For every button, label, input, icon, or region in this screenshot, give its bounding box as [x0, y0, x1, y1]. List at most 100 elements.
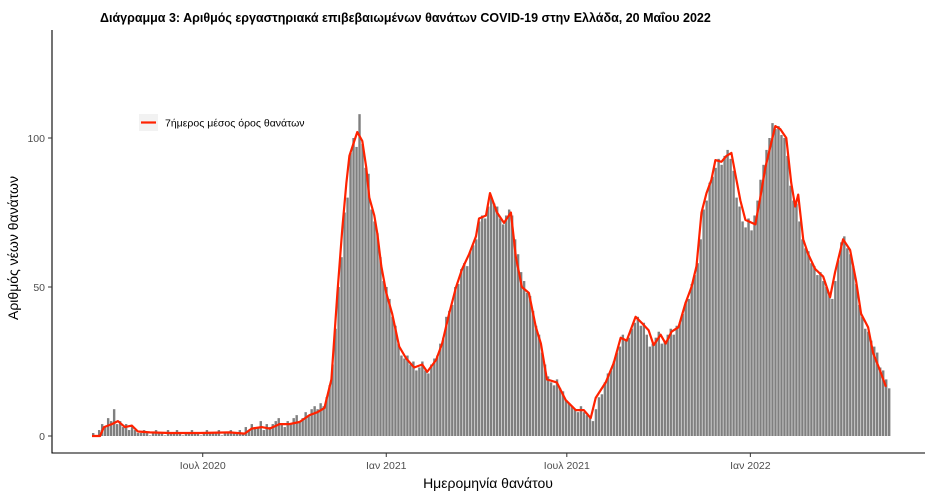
daily-deaths-bar	[475, 239, 478, 436]
daily-deaths-bar	[277, 418, 280, 436]
daily-deaths-bar	[636, 316, 640, 436]
daily-deaths-bar	[498, 218, 502, 436]
daily-deaths-bar	[840, 242, 843, 436]
daily-deaths-bar	[310, 409, 313, 436]
daily-deaths-bar	[801, 239, 804, 436]
daily-deaths-bar	[92, 433, 95, 436]
daily-deaths-bar	[825, 287, 828, 436]
daily-deaths-bar	[301, 418, 304, 436]
daily-deaths-bar	[855, 284, 858, 436]
daily-deaths-bar	[684, 301, 687, 436]
daily-deaths-bar	[280, 424, 283, 436]
daily-deaths-bar	[442, 337, 445, 436]
daily-deaths-bar	[109, 421, 113, 436]
daily-deaths-bar	[226, 433, 230, 436]
daily-deaths-bar	[385, 287, 388, 436]
daily-deaths-bar	[178, 433, 182, 436]
daily-deaths-bar	[358, 114, 361, 436]
daily-deaths-bar	[720, 164, 723, 436]
daily-deaths-bar	[235, 433, 239, 436]
daily-deaths-bar	[654, 337, 657, 436]
daily-deaths-bar	[786, 155, 789, 436]
daily-deaths-bar	[307, 415, 310, 436]
daily-deaths-bar	[349, 152, 352, 436]
daily-deaths-bar	[256, 427, 259, 436]
daily-deaths-bar	[651, 343, 654, 436]
daily-deaths-bar	[298, 421, 301, 436]
daily-deaths-bar	[507, 209, 511, 436]
daily-deaths-bar	[726, 149, 729, 437]
daily-deaths-bar	[262, 430, 265, 436]
daily-deaths-bars	[92, 114, 891, 437]
daily-deaths-bar	[504, 215, 508, 436]
daily-deaths-bar	[879, 367, 882, 436]
daily-deaths-bar	[600, 394, 604, 436]
daily-deaths-bar	[448, 310, 451, 436]
daily-deaths-bar	[370, 209, 373, 436]
daily-deaths-bar	[570, 406, 574, 436]
daily-deaths-bar	[169, 433, 173, 436]
daily-deaths-bar	[606, 373, 610, 436]
daily-deaths-bar	[666, 334, 669, 436]
daily-deaths-bar	[418, 367, 421, 436]
daily-deaths-bar	[810, 263, 813, 436]
daily-deaths-bar	[172, 433, 176, 436]
daily-deaths-bar	[145, 433, 149, 436]
daily-deaths-bar	[247, 430, 251, 436]
daily-deaths-bar	[753, 215, 756, 436]
daily-deaths-bar	[780, 135, 783, 436]
daily-deaths-bar	[870, 340, 873, 436]
daily-deaths-bar	[798, 221, 801, 436]
daily-deaths-bar	[639, 325, 643, 436]
daily-deaths-bar	[816, 275, 819, 436]
daily-deaths-bar	[705, 200, 708, 436]
daily-deaths-bar	[313, 406, 316, 436]
daily-deaths-bar	[564, 400, 568, 436]
daily-deaths-bar	[394, 325, 397, 436]
daily-deaths-bar	[690, 284, 693, 436]
daily-deaths-bar	[528, 295, 532, 436]
daily-deaths-bar	[522, 281, 526, 436]
daily-deaths-bar	[612, 361, 616, 436]
daily-deaths-bar	[274, 421, 277, 436]
daily-deaths-bar	[756, 200, 759, 436]
daily-deaths-bar	[549, 382, 553, 436]
daily-deaths-bar	[834, 281, 837, 436]
y-tick-label: 50	[33, 282, 45, 294]
daily-deaths-bar	[864, 328, 867, 436]
daily-deaths-bar	[534, 325, 538, 436]
daily-deaths-bar	[717, 158, 720, 437]
daily-deaths-bar	[322, 406, 325, 436]
daily-deaths-bar	[139, 433, 143, 436]
daily-deaths-bar	[352, 138, 355, 436]
daily-deaths-bar	[130, 427, 134, 436]
daily-deaths-bar	[540, 352, 544, 436]
daily-deaths-bar	[795, 203, 798, 436]
daily-deaths-bar	[121, 427, 125, 436]
daily-deaths-bar	[148, 435, 152, 436]
daily-deaths-bar	[376, 233, 379, 436]
daily-deaths-bar	[579, 406, 583, 436]
daily-deaths-bar	[669, 328, 672, 436]
daily-deaths-bar	[663, 340, 666, 436]
daily-deaths-bar	[199, 435, 203, 436]
daily-deaths-bar	[843, 236, 846, 436]
daily-deaths-bar	[403, 358, 406, 436]
daily-deaths-bar	[774, 129, 777, 436]
daily-deaths-bar	[693, 275, 696, 436]
x-axis-label: Ημερομηνία θανάτου	[423, 475, 553, 491]
daily-deaths-bar	[711, 176, 714, 437]
daily-deaths-bar	[328, 385, 331, 436]
daily-deaths-bar	[537, 334, 541, 436]
daily-deaths-bar	[732, 170, 735, 436]
daily-deaths-bar	[519, 272, 523, 436]
chart-title: Διάγραμμα 3: Αριθμός εργαστηριακά επιβεβ…	[100, 11, 711, 25]
daily-deaths-bar	[127, 430, 131, 436]
daily-deaths-bar	[657, 331, 660, 436]
daily-deaths-bar	[334, 328, 337, 436]
daily-deaths-bar	[501, 224, 505, 436]
daily-deaths-bar	[427, 373, 430, 436]
daily-deaths-bar	[681, 313, 684, 436]
daily-deaths-bar	[490, 197, 493, 436]
daily-deaths-bar	[379, 257, 382, 436]
